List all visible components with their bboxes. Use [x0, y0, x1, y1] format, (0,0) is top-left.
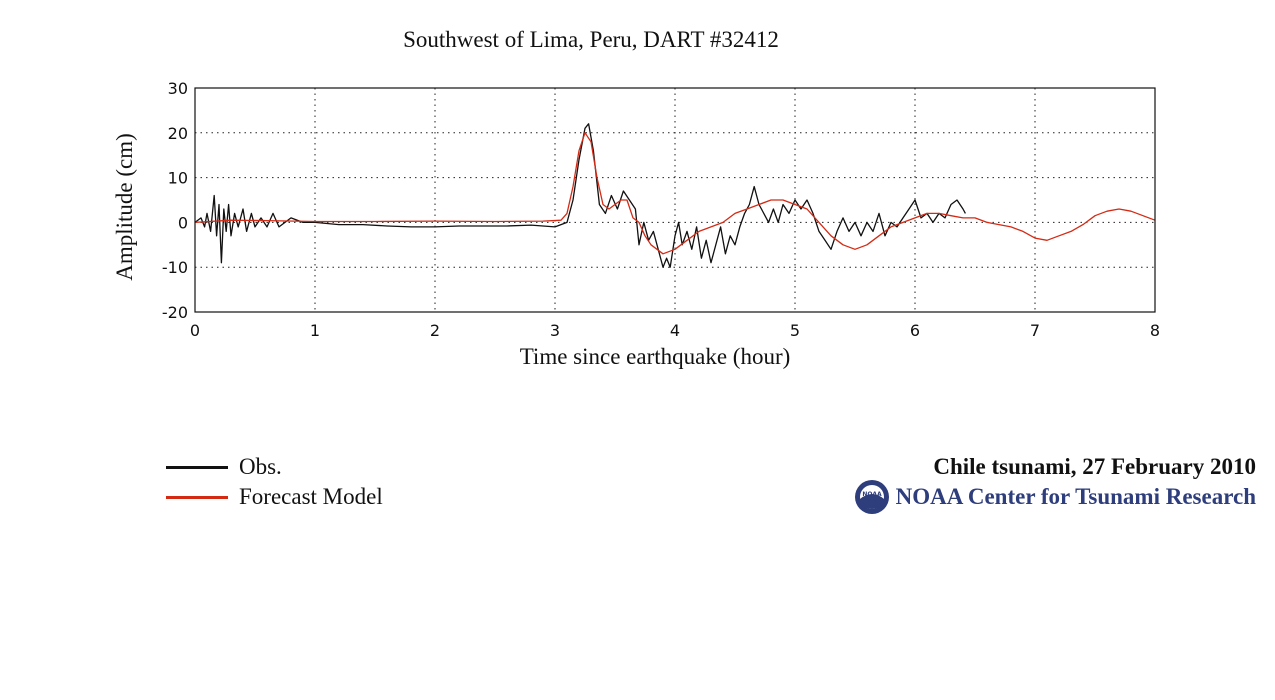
svg-text:NOAA: NOAA: [862, 491, 882, 498]
y-tick-label: -20: [162, 303, 188, 322]
plot-frame: [194, 87, 1156, 313]
series-line-obs: [194, 123, 966, 268]
organization-line: NOAA NOAA Center for Tsunami Research: [854, 480, 1256, 514]
credit-block: Chile tsunami, 27 February 2010 NOAA NOA…: [854, 452, 1256, 514]
x-tick-label: 8: [1150, 321, 1160, 340]
x-tick-label: 6: [910, 321, 920, 340]
x-tick-label: 2: [430, 321, 440, 340]
x-axis-label: Time since earthquake (hour): [520, 344, 791, 369]
legend-label-obs: Obs.: [239, 454, 282, 479]
series-line-forecast-model: [194, 132, 1156, 255]
y-tick-label: 10: [168, 169, 188, 188]
y-tick-label: -10: [162, 258, 188, 277]
legend-swatch-obs: [166, 465, 228, 469]
legend-item-model: Forecast Model: [166, 482, 383, 512]
x-tick-label: 4: [670, 321, 680, 340]
y-tick-label: 0: [178, 213, 188, 232]
y-tick-label: 20: [168, 124, 188, 143]
x-tick-label: 5: [790, 321, 800, 340]
event-caption: Chile tsunami, 27 February 2010: [933, 454, 1256, 479]
y-tick-label: 30: [168, 79, 188, 98]
series-layer: [194, 123, 1156, 268]
x-tick-label: 1: [310, 321, 320, 340]
legend-item-obs: Obs.: [166, 452, 383, 482]
legend: Obs. Forecast Model: [166, 452, 383, 512]
legend-label-model: Forecast Model: [239, 484, 383, 509]
x-tick-label: 3: [550, 321, 560, 340]
x-tick-label: 0: [190, 321, 200, 340]
x-tick-label: 7: [1030, 321, 1040, 340]
noaa-logo-icon: NOAA: [854, 480, 889, 514]
x-tick-labels: 0 1 2 3 4 5 6 7 8: [190, 321, 1160, 340]
organization-name: NOAA Center for Tsunami Research: [895, 484, 1256, 509]
y-tick-labels: 30 20 10 0 -10 -20: [162, 79, 188, 322]
legend-swatch-model: [166, 495, 228, 499]
grid-lines: [195, 88, 1155, 312]
tsunami-chart: Southwest of Lima, Peru, DART #32412 0 1 2…: [112, 27, 1160, 369]
y-axis-label: Amplitude (cm): [112, 133, 137, 281]
chart-title: Southwest of Lima, Peru, DART #32412: [403, 27, 779, 52]
